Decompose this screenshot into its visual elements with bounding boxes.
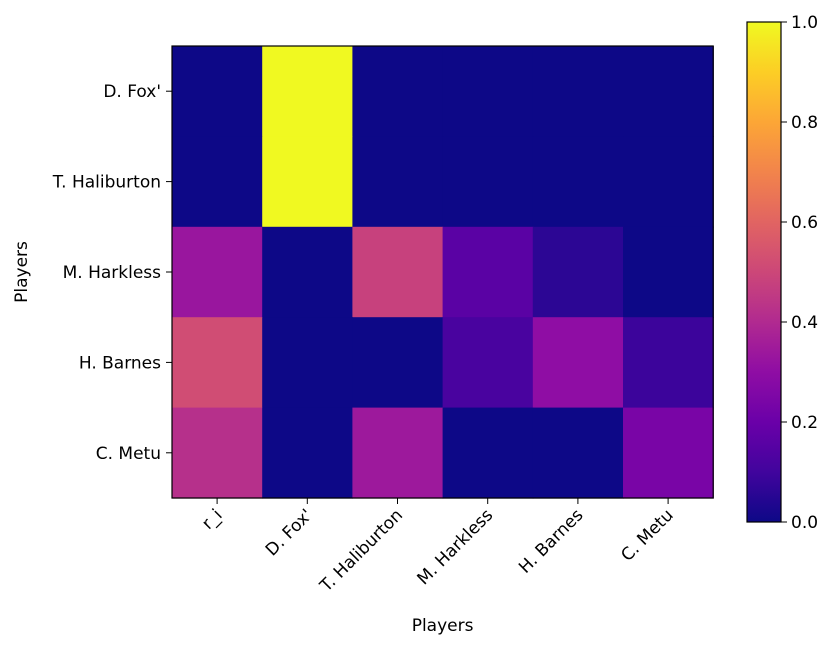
heatmap-cell — [352, 407, 444, 499]
y-tick-label: C. Metu — [96, 444, 161, 464]
heatmap-cell — [532, 46, 624, 137]
heatmap-cell — [532, 226, 624, 318]
heatmap-cell — [532, 317, 624, 409]
heatmap-cell — [352, 226, 444, 318]
heatmap-cell — [442, 46, 534, 137]
heatmap-cell — [442, 136, 534, 228]
heatmap-cell — [442, 317, 534, 409]
heatmap-cell — [172, 136, 263, 228]
x-tick-label: M. Harkless — [414, 505, 498, 589]
colorbar-tick-label: 0.2 — [791, 413, 818, 433]
x-tick-label: T. Haliburton — [316, 505, 407, 596]
y-axis-label: Players — [12, 241, 32, 303]
heatmap-cell — [262, 407, 353, 499]
heatmap-cell — [172, 46, 263, 137]
colorbar-tick-label: 1.0 — [791, 13, 818, 33]
heatmap-cell — [172, 407, 263, 499]
colorbar-tick-label: 0.4 — [791, 313, 818, 333]
heatmap-cell — [623, 226, 714, 318]
heatmap-cell — [623, 136, 714, 228]
heatmap-cell — [352, 46, 444, 137]
heatmap-cell — [352, 136, 444, 228]
heatmap-cell — [262, 317, 353, 409]
colorbar — [746, 21, 782, 523]
heatmap-cell — [532, 407, 624, 499]
heatmap-cell — [623, 407, 714, 499]
y-tick-label: M. Harkless — [63, 263, 162, 283]
x-tick-label: r_i — [198, 505, 226, 533]
heatmap-cell — [623, 46, 714, 137]
heatmap-cell — [262, 136, 353, 228]
y-tick-label: H. Barnes — [79, 353, 161, 373]
heatmap-cell — [442, 407, 534, 499]
y-tick-label: T. Haliburton — [52, 173, 161, 193]
heatmap-cell — [262, 46, 353, 137]
x-tick-label: C. Metu — [617, 505, 677, 565]
heatmap-cell — [623, 317, 714, 409]
colorbar-tick-label: 0.6 — [791, 213, 818, 233]
heatmap-cell — [262, 226, 353, 318]
colorbar-tick-label: 0.8 — [791, 113, 818, 133]
y-axis-ticks: D. Fox' T. Haliburton M. Harkless H. Barnes… — [52, 82, 172, 464]
x-tick-label: H. Barnes — [515, 505, 587, 577]
heatmap-cell — [532, 136, 624, 228]
x-axis-label: Players — [412, 616, 474, 636]
y-tick-label: D. Fox' — [103, 82, 161, 102]
heatmap-cells — [172, 46, 714, 499]
colorbar-tick-label: 0.0 — [791, 513, 818, 533]
heatmap-cell — [442, 226, 534, 318]
heatmap-cell — [172, 317, 263, 409]
x-axis-ticks: r_i D. Fox' T. Haliburton M. Harkless H. Bar… — [198, 498, 678, 597]
heatmap-cell — [172, 226, 263, 318]
heatmap-cell — [352, 317, 444, 409]
x-tick-label: D. Fox' — [262, 505, 317, 560]
colorbar-ticks: 0.0 0.2 0.4 0.6 0.8 1.0 — [781, 13, 818, 533]
